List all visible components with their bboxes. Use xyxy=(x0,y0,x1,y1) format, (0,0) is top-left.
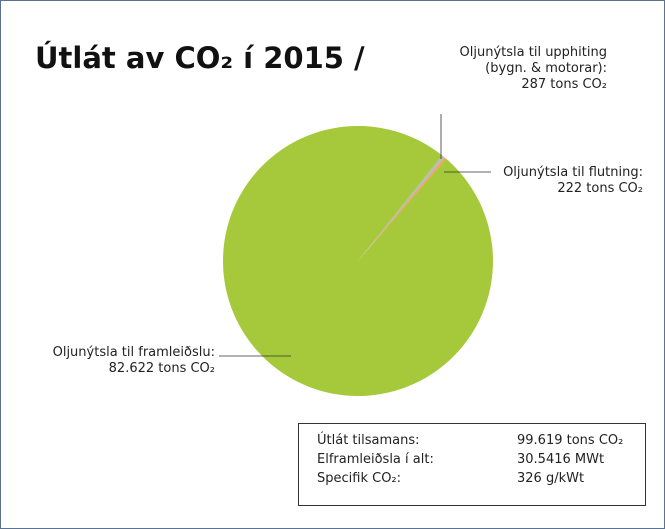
slice-label: Oljunýtsla til upphiting (bygn. & motora… xyxy=(417,45,607,93)
pie-slice xyxy=(358,157,447,261)
slice-label: Oljunýtsla til flutning: 222 tons CO₂ xyxy=(503,165,643,197)
slice-name: Oljunýtsla til framleiðslu: xyxy=(52,345,215,360)
pie-slice xyxy=(223,126,494,397)
slice-value: 82.622 tons CO₂ xyxy=(108,361,215,376)
summary-box: Útlát tilsamans: 99.619 tons CO₂ Elframlei… xyxy=(298,423,646,506)
summary-value: 30.5416 MWt xyxy=(517,452,605,467)
summary-value: 99.619 tons CO₂ xyxy=(517,433,624,448)
summary-label: Elframleiðsla í alt: xyxy=(317,452,434,467)
summary-label: Útlát tilsamans: xyxy=(317,433,420,448)
summary-row: Specifik CO₂: 326 g/kWt xyxy=(299,471,645,490)
summary-value: 326 g/kWt xyxy=(517,471,585,486)
slice-label: Oljunýtsla til framleiðslu: 82.622 tons C… xyxy=(53,345,215,377)
summary-row: Elframleiðsla í alt: 30.5416 MWt xyxy=(299,452,645,471)
summary-label: Specifik CO₂: xyxy=(317,471,402,486)
pie-slice xyxy=(358,155,445,261)
slice-value: 287 tons CO₂ xyxy=(521,77,607,92)
slice-name: Oljunýtsla til flutning: xyxy=(503,165,643,180)
slice-value: 222 tons CO₂ xyxy=(557,181,643,196)
slice-name: Oljunýtsla til upphiting (bygn. & motora… xyxy=(459,45,607,76)
chart-title: Útlát av CO₂ í 2015 / xyxy=(35,41,365,75)
summary-row: Útlát tilsamans: 99.619 tons CO₂ xyxy=(299,433,645,452)
